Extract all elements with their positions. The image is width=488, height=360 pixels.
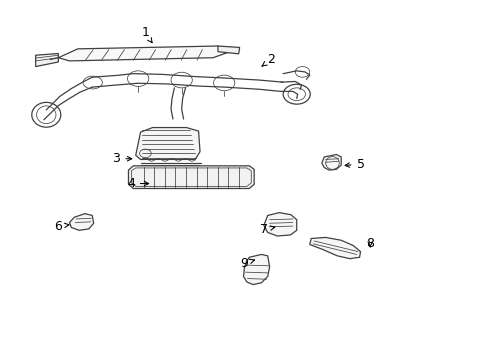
Polygon shape [264,213,296,236]
Polygon shape [321,154,341,170]
Polygon shape [309,238,360,259]
Text: 8: 8 [366,237,373,250]
Text: 2: 2 [262,53,274,66]
Polygon shape [69,214,94,230]
Polygon shape [218,46,239,54]
Text: 6: 6 [54,220,69,233]
Text: 1: 1 [141,26,152,43]
Text: 9: 9 [240,257,254,270]
Text: 5: 5 [345,158,364,171]
Text: 3: 3 [112,152,132,165]
Polygon shape [58,46,229,61]
Text: 4: 4 [127,177,148,190]
Text: 7: 7 [259,223,274,236]
Polygon shape [243,255,269,284]
Polygon shape [136,127,200,159]
Polygon shape [36,54,58,67]
Polygon shape [128,166,254,189]
